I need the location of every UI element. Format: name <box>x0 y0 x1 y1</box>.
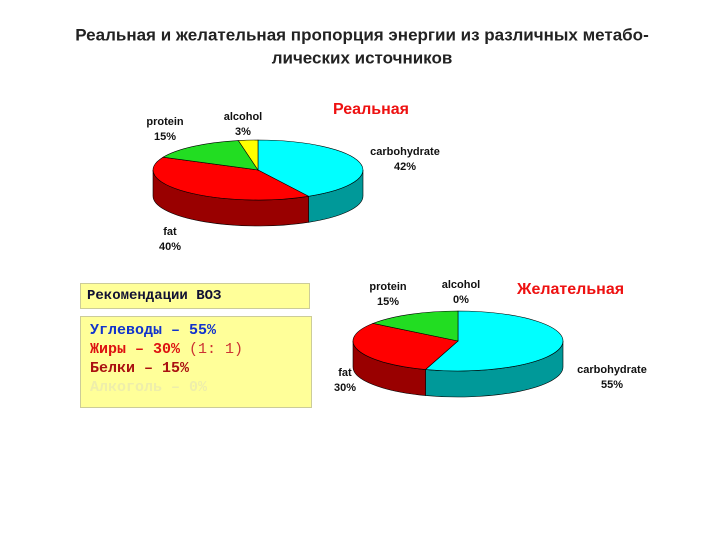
slice <box>257 139 364 197</box>
slice-value-label: 0% <box>453 294 469 306</box>
chart-title: Желательная <box>516 281 624 298</box>
slice-label: fat <box>338 367 352 379</box>
recommendation-box: Углеводы – 55% Жиры – 30% (1: 1) Белки –… <box>80 316 312 408</box>
slice <box>237 139 259 171</box>
slice-label: fat <box>163 226 177 238</box>
slide-title: Реальная и желательная пропорция энергии… <box>75 25 648 44</box>
slice-label: protein <box>369 281 407 293</box>
recommendation-heading: Рекомендации ВОЗ <box>80 283 310 309</box>
slice-label: carbohydrate <box>370 146 440 158</box>
slice-value-label: 30% <box>334 382 356 394</box>
rec-line: (1: 1) <box>189 341 244 358</box>
rec-line: Белки – 15% <box>90 360 190 377</box>
rec-line: Алкоголь – 0% <box>90 379 208 396</box>
chart-title: Реальная <box>333 101 409 118</box>
slice-value-label: 40% <box>159 241 181 253</box>
rec-line: Углеводы – 55% <box>90 322 217 339</box>
slice <box>152 156 310 201</box>
slice <box>352 323 459 370</box>
slice-value-label: 15% <box>377 296 399 308</box>
slice-value-label: 42% <box>394 161 416 173</box>
slice <box>162 140 259 171</box>
slice-value-label: 15% <box>154 131 176 143</box>
slice-label: alcohol <box>442 279 481 291</box>
slide-title: лических источников <box>272 48 453 67</box>
slice-value-label: 55% <box>601 379 623 391</box>
slice-label: carbohydrate <box>577 364 647 376</box>
slice <box>424 310 564 372</box>
slice-label: alcohol <box>224 111 263 123</box>
slice-label: protein <box>146 116 184 128</box>
rec-line: Жиры – 30% <box>90 341 181 358</box>
slice-value-label: 3% <box>235 126 251 138</box>
slice <box>372 310 459 342</box>
